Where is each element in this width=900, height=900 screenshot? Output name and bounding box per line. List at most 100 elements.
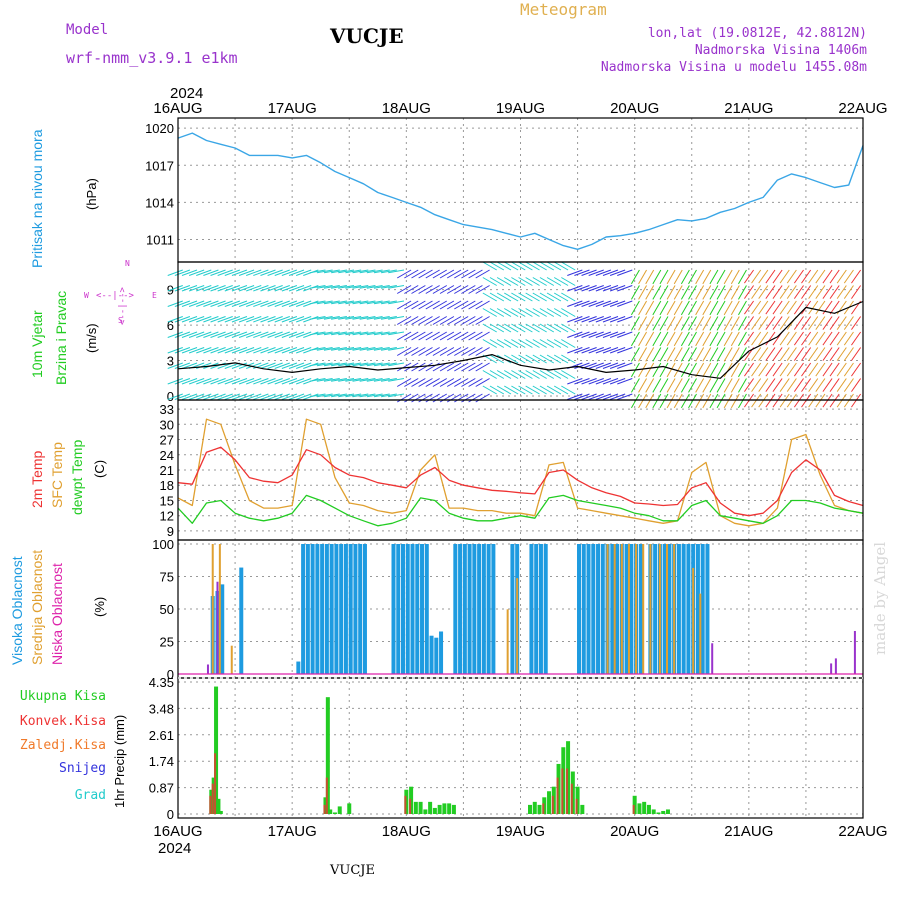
wind-arrow <box>511 292 526 302</box>
wind-arrow <box>489 323 505 333</box>
wind-arrow <box>373 378 390 382</box>
wind-arrow <box>461 347 476 356</box>
wind-arrow <box>765 331 776 346</box>
wind-arrow <box>793 378 804 392</box>
wind-arrow <box>702 362 712 378</box>
wind-arrow <box>539 385 555 395</box>
wind-arrow <box>659 393 669 409</box>
wind-arrow <box>539 339 555 348</box>
wind-arrow <box>581 285 597 292</box>
wind-arrow <box>404 285 419 294</box>
wind-arrow <box>595 378 612 385</box>
wind-arrow <box>496 323 512 333</box>
wind-arrow <box>411 300 426 310</box>
top-time-label: 16AUG <box>153 100 202 117</box>
wind-arrow <box>210 285 226 292</box>
wind-arrow <box>602 393 619 400</box>
wind-arrow <box>588 393 604 400</box>
wind-arrow <box>432 269 448 279</box>
wind-arrow <box>295 269 312 276</box>
wind-arrow <box>224 347 241 354</box>
dewpoint-line <box>177 494 864 527</box>
wind-arrow <box>253 269 269 276</box>
wind-arrow <box>238 378 255 385</box>
wind-arrow <box>454 331 469 341</box>
wind-arrow <box>730 331 740 347</box>
cloud-bar <box>596 544 601 674</box>
wind-arrow <box>525 323 540 333</box>
cloud-bar <box>686 544 691 674</box>
wind-arrow <box>532 323 547 333</box>
wind-arrow <box>588 316 604 323</box>
precip-total-bar <box>528 804 533 814</box>
wind-arrow <box>723 269 733 285</box>
wind-arrow <box>281 300 298 307</box>
wind-arrow <box>730 269 740 285</box>
cloud-bar <box>681 544 686 674</box>
wind-arrow <box>588 347 604 354</box>
wind-arrow <box>411 269 426 279</box>
precip-convective-bar <box>409 798 412 814</box>
wind-arrow <box>574 285 590 292</box>
wind-arrow <box>331 362 347 367</box>
wind-arrow <box>352 378 369 382</box>
wind-arrow <box>224 316 241 323</box>
wind-arrow <box>181 347 198 354</box>
wind-arrow <box>388 269 405 274</box>
wind-arrow <box>274 378 290 385</box>
wind-arrow <box>174 393 191 400</box>
wind-arrow <box>709 285 719 300</box>
wind-arrow <box>210 300 226 307</box>
wind-arrow <box>217 378 233 385</box>
temp-tick-label: 27 <box>160 433 174 448</box>
wind-arrow <box>574 269 590 276</box>
wind-arrow <box>567 300 583 307</box>
wind-arrow <box>181 393 198 400</box>
wind-arrow <box>525 261 540 271</box>
wind-arrow <box>786 362 797 377</box>
wind-arrow <box>418 300 433 310</box>
cloud-bar <box>676 544 681 674</box>
wind-arrow <box>751 378 762 392</box>
precip-total-bar <box>337 806 342 814</box>
wind-arrow <box>609 378 626 385</box>
wind-arrow <box>196 378 212 385</box>
wind-arrow <box>581 300 597 307</box>
wind-arrow <box>801 331 812 346</box>
wind-arrow <box>295 378 312 385</box>
wind-arrow <box>617 362 633 369</box>
wind-arrow <box>411 347 426 356</box>
temp-title-1: 2m Temp <box>29 450 45 508</box>
wind-arrow <box>338 393 355 398</box>
bottom-time-label: 18AUG <box>382 823 431 840</box>
wind-arrow <box>518 370 533 379</box>
wind-arrow <box>758 316 769 330</box>
wind-arrow <box>461 378 476 387</box>
wind-arrow <box>482 370 497 379</box>
wind-arrow <box>638 347 647 362</box>
wind-arrow <box>489 277 505 286</box>
wind-arrow <box>404 269 419 279</box>
precip-total-bar <box>665 809 670 814</box>
wind-arrow <box>638 393 647 409</box>
cloud-bar <box>629 544 634 674</box>
wind-arrow <box>188 393 205 400</box>
wind-arrow <box>167 378 183 385</box>
wind-arrow <box>779 378 790 392</box>
wind-arrow <box>504 370 519 379</box>
wind-arrow <box>659 378 669 393</box>
cloud-bar <box>458 544 463 674</box>
wind-arrow <box>709 316 719 331</box>
wind-arrow <box>345 316 362 320</box>
wind-arrow <box>843 316 854 330</box>
wind-arrow <box>274 285 290 292</box>
wind-arrow <box>380 331 397 336</box>
wind-arrow <box>446 331 462 341</box>
wind-arrow <box>595 316 612 323</box>
wind-arrow <box>366 300 383 305</box>
wind-arrow <box>688 347 697 362</box>
wind-arrow <box>504 339 519 348</box>
wind-arrow <box>489 385 505 395</box>
wind-arrow <box>323 378 340 382</box>
wind-arrow <box>808 285 819 299</box>
